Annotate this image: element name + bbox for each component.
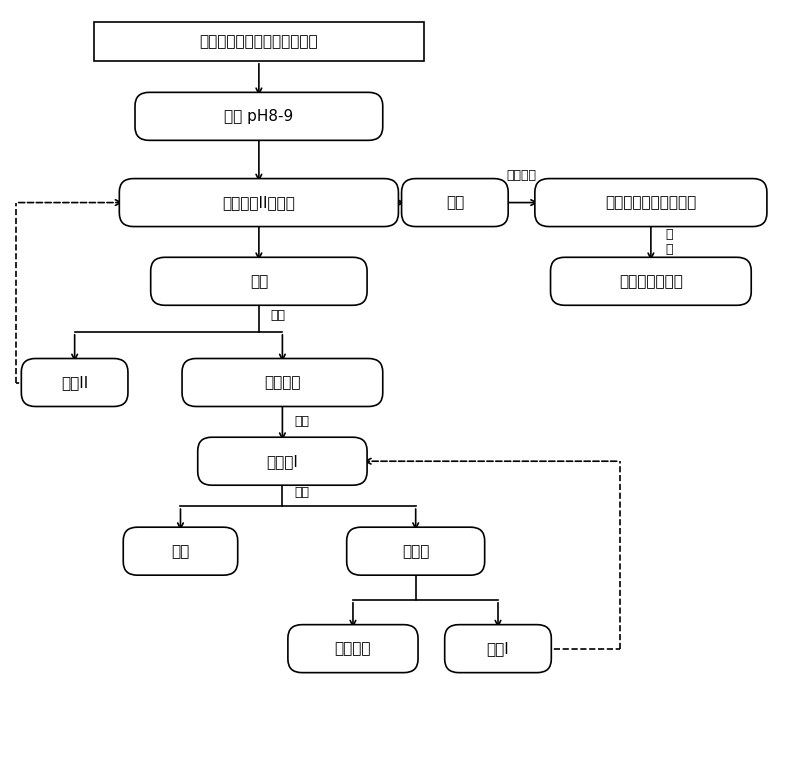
Text: 甲苯法生产己内酰胺工艺废水: 甲苯法生产己内酰胺工艺废水 (199, 34, 318, 49)
FancyBboxPatch shape (346, 527, 485, 575)
Text: 洗涤干燥: 洗涤干燥 (506, 168, 537, 181)
Text: 己内酰胺: 己内酰胺 (334, 641, 371, 656)
Text: 萃取: 萃取 (294, 487, 309, 500)
Text: 精
制: 精 制 (665, 228, 673, 256)
Text: 水相: 水相 (171, 544, 190, 558)
FancyBboxPatch shape (119, 178, 398, 226)
Text: 加入溶劑II，过滤: 加入溶劑II，过滤 (222, 195, 295, 210)
FancyBboxPatch shape (402, 178, 508, 226)
Text: 蒸馏: 蒸馏 (270, 309, 286, 322)
FancyBboxPatch shape (288, 625, 418, 672)
FancyBboxPatch shape (22, 359, 128, 406)
Text: 溶劑II: 溶劑II (61, 375, 88, 390)
FancyBboxPatch shape (182, 359, 382, 406)
Text: 溶劑I: 溶劑I (486, 641, 510, 656)
FancyBboxPatch shape (445, 625, 551, 672)
FancyBboxPatch shape (535, 178, 767, 226)
FancyBboxPatch shape (123, 527, 238, 575)
Text: 剩余液体: 剩余液体 (264, 375, 301, 390)
Text: 有机相: 有机相 (402, 544, 430, 558)
Text: 蒸馏: 蒸馏 (294, 415, 309, 428)
FancyBboxPatch shape (135, 93, 382, 140)
FancyBboxPatch shape (198, 438, 367, 485)
FancyBboxPatch shape (550, 257, 751, 305)
FancyBboxPatch shape (94, 22, 423, 61)
Text: 加溶劑I: 加溶劑I (266, 454, 298, 469)
Text: 滤液: 滤液 (250, 274, 268, 289)
Text: 环己基甲酸磺酸盐粗品: 环己基甲酸磺酸盐粗品 (606, 195, 697, 210)
FancyBboxPatch shape (150, 257, 367, 305)
Text: 调节 pH8-9: 调节 pH8-9 (224, 109, 294, 124)
Text: 滤渣: 滤渣 (446, 195, 464, 210)
Text: 环己基磺基甲酸: 环己基磺基甲酸 (619, 274, 683, 289)
